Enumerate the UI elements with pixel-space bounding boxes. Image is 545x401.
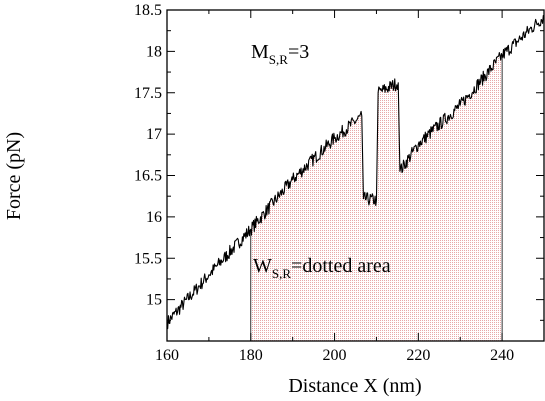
x-tick-label: 240 (490, 347, 514, 364)
x-tick-label: 220 (406, 347, 430, 364)
annotation-m-main: M (251, 41, 269, 63)
y-axis-title: Force (pN) (3, 132, 25, 220)
annotation-w-main: W (253, 255, 272, 277)
y-tick-label: 17 (146, 126, 162, 143)
force-curve (167, 14, 544, 330)
x-tick-label: 160 (155, 347, 179, 364)
annotation-w: WS,R=dotted area (253, 255, 391, 281)
y-tick-label: 15.5 (134, 250, 162, 267)
y-axis-ticks: 15 15.5 16 16.5 17 17.5 18 18.5 (134, 2, 544, 342)
dotted-area-fill (250, 52, 503, 341)
annotation-w-sub: S,R (272, 266, 291, 281)
x-tick-label: 180 (239, 347, 263, 364)
y-tick-label: 16.5 (134, 168, 162, 185)
y-tick-label: 16 (146, 209, 162, 226)
annotation-w-rest: =dotted area (291, 255, 391, 277)
force-curve-line (167, 14, 544, 330)
annotation-m-sub: S,R (269, 52, 288, 67)
annotation-m-rest: =3 (288, 41, 309, 63)
x-axis-title: Distance X (nm) (288, 375, 421, 397)
dotted-area (250, 52, 503, 341)
y-tick-label: 18 (146, 43, 162, 60)
y-tick-label: 15 (146, 292, 162, 309)
annotation-m: MS,R=3 (251, 41, 309, 67)
y-tick-label: 18.5 (134, 2, 162, 19)
x-tick-label: 200 (323, 347, 347, 364)
x-axis-ticks: 160 180 200 220 240 (155, 10, 545, 364)
y-tick-label: 17.5 (134, 85, 162, 102)
